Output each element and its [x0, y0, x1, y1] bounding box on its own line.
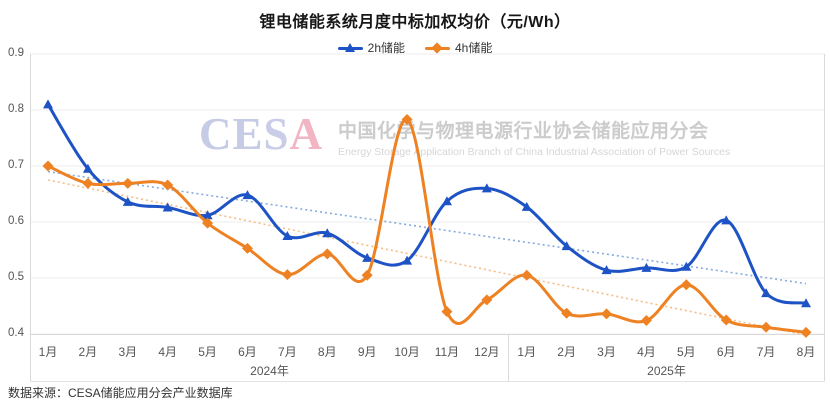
x-tick-label: 4月 [158, 345, 178, 359]
x-tick-label: 1月 [38, 345, 58, 359]
y-tick-label: 0.5 [8, 271, 24, 283]
year-label: 2024年 [250, 364, 289, 378]
data-point-4h储能[interactable] [361, 269, 373, 281]
legend-item-2h[interactable]: 2h储能 [337, 39, 405, 56]
x-tick-label: 1月 [517, 345, 537, 359]
x-tick-label: 6月 [716, 345, 736, 359]
x-tick-label: 10月 [394, 345, 420, 359]
x-tick-label: 9月 [357, 345, 377, 359]
data-point-4h储能[interactable] [321, 248, 333, 260]
trendline-2h储能 [47, 170, 807, 285]
x-tick-label: 12月 [474, 345, 500, 359]
data-point-2h储能[interactable] [322, 228, 333, 238]
legend-item-4h[interactable]: 4h储能 [425, 39, 492, 56]
series-4h储能[interactable] [42, 114, 812, 338]
x-tick-label: 5月 [198, 345, 217, 359]
series-2h储能[interactable] [43, 99, 811, 308]
x-tick-label: 3月 [118, 345, 138, 359]
x-tick-label: 2月 [78, 345, 98, 359]
data-point-2h储能[interactable] [561, 241, 572, 251]
data-point-2h储能[interactable] [601, 265, 612, 275]
y-tick-label: 0.6 [8, 215, 24, 227]
legend-label-2h: 2h储能 [367, 41, 405, 55]
line-diamond-icon [425, 41, 450, 54]
data-point-4h储能[interactable] [640, 315, 652, 327]
data-point-4h储能[interactable] [481, 294, 493, 306]
chart-title: 锂电储能系统月度中标加权均价（元/Wh） [259, 14, 571, 31]
data-point-2h储能[interactable] [242, 190, 253, 200]
data-point-4h储能[interactable] [162, 179, 174, 191]
data-point-4h储能[interactable] [241, 242, 253, 254]
x-tick-label: 5月 [676, 345, 696, 359]
y-tick-label: 0.8 [8, 103, 24, 115]
x-tick-label: 6月 [238, 345, 257, 359]
line-triangle-icon [337, 42, 363, 53]
data-point-2h储能[interactable] [402, 255, 413, 265]
data-point-2h储能[interactable] [43, 99, 53, 109]
data-point-4h储能[interactable] [601, 308, 613, 320]
x-tick-label: 2月 [557, 345, 576, 359]
legend: 2h储能 4h储能 [0, 39, 830, 56]
data-point-4h储能[interactable] [441, 306, 453, 318]
data-point-4h储能[interactable] [42, 160, 54, 172]
x-tick-label: 8月 [317, 345, 337, 359]
data-source-note: 数据来源：CESA储能应用分会产业数据库 [8, 386, 233, 400]
data-point-4h储能[interactable] [401, 114, 413, 126]
year-label: 2025年 [647, 364, 686, 378]
data-point-2h储能[interactable] [481, 183, 492, 193]
data-point-4h储能[interactable] [720, 314, 732, 326]
data-point-4h储能[interactable] [680, 279, 692, 291]
legend-label-4h: 4h储能 [455, 41, 493, 55]
y-tick-label: 0.7 [8, 159, 24, 171]
data-point-2h储能[interactable] [122, 196, 133, 206]
data-point-2h储能[interactable] [282, 231, 293, 240]
data-point-2h储能[interactable] [362, 252, 373, 262]
x-tick-label: 11月 [434, 345, 460, 359]
data-point-2h储能[interactable] [681, 261, 692, 271]
data-point-4h储能[interactable] [281, 269, 293, 281]
data-point-2h储能[interactable] [521, 201, 532, 211]
data-point-2h储能[interactable] [441, 196, 452, 206]
x-tick-label: 4月 [637, 345, 656, 359]
data-point-2h储能[interactable] [801, 298, 811, 308]
series-line-4h储能[interactable] [46, 118, 808, 334]
data-point-2h储能[interactable] [761, 288, 772, 298]
data-point-2h储能[interactable] [641, 262, 652, 272]
x-tick-label: 7月 [756, 345, 776, 359]
data-point-4h储能[interactable] [202, 217, 214, 229]
data-point-2h储能[interactable] [202, 210, 213, 220]
data-point-4h储能[interactable] [760, 321, 772, 333]
data-point-4h储能[interactable] [82, 177, 94, 189]
data-point-4h储能[interactable] [122, 177, 134, 189]
data-point-4h储能[interactable] [521, 269, 533, 281]
x-tick-label: 8月 [796, 345, 816, 359]
x-tick-label: 3月 [597, 345, 616, 359]
trendline-4h储能 [47, 179, 807, 336]
x-tick-label: 7月 [278, 345, 297, 359]
data-point-4h储能[interactable] [800, 326, 812, 338]
y-tick-label: 0.9 [8, 47, 24, 59]
data-point-2h储能[interactable] [721, 215, 732, 225]
data-point-2h储能[interactable] [162, 202, 173, 212]
data-point-4h储能[interactable] [561, 307, 573, 319]
data-point-2h储能[interactable] [82, 163, 93, 173]
y-tick-label: 0.4 [8, 327, 24, 339]
